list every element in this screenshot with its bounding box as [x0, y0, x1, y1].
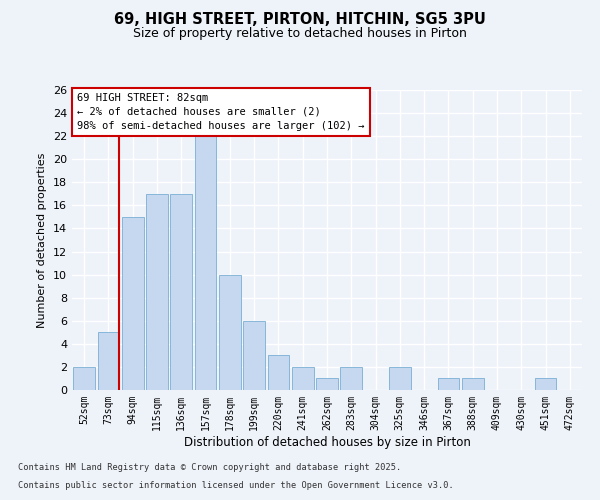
Bar: [535, 378, 556, 390]
Text: Size of property relative to detached houses in Pirton: Size of property relative to detached ho…: [133, 28, 467, 40]
Bar: [97, 332, 119, 390]
Bar: [73, 367, 95, 390]
Text: Contains public sector information licensed under the Open Government Licence v3: Contains public sector information licen…: [18, 481, 454, 490]
Bar: [389, 367, 411, 390]
Text: 69 HIGH STREET: 82sqm
← 2% of detached houses are smaller (2)
98% of semi-detach: 69 HIGH STREET: 82sqm ← 2% of detached h…: [77, 93, 365, 131]
Bar: [219, 274, 241, 390]
Text: Contains HM Land Registry data © Crown copyright and database right 2025.: Contains HM Land Registry data © Crown c…: [18, 464, 401, 472]
Bar: [194, 136, 217, 390]
Bar: [146, 194, 168, 390]
Bar: [170, 194, 192, 390]
Bar: [462, 378, 484, 390]
Y-axis label: Number of detached properties: Number of detached properties: [37, 152, 47, 328]
Bar: [268, 356, 289, 390]
Bar: [437, 378, 460, 390]
Bar: [292, 367, 314, 390]
Bar: [340, 367, 362, 390]
Bar: [122, 217, 143, 390]
Bar: [316, 378, 338, 390]
Text: 69, HIGH STREET, PIRTON, HITCHIN, SG5 3PU: 69, HIGH STREET, PIRTON, HITCHIN, SG5 3P…: [114, 12, 486, 28]
Bar: [243, 321, 265, 390]
X-axis label: Distribution of detached houses by size in Pirton: Distribution of detached houses by size …: [184, 436, 470, 448]
